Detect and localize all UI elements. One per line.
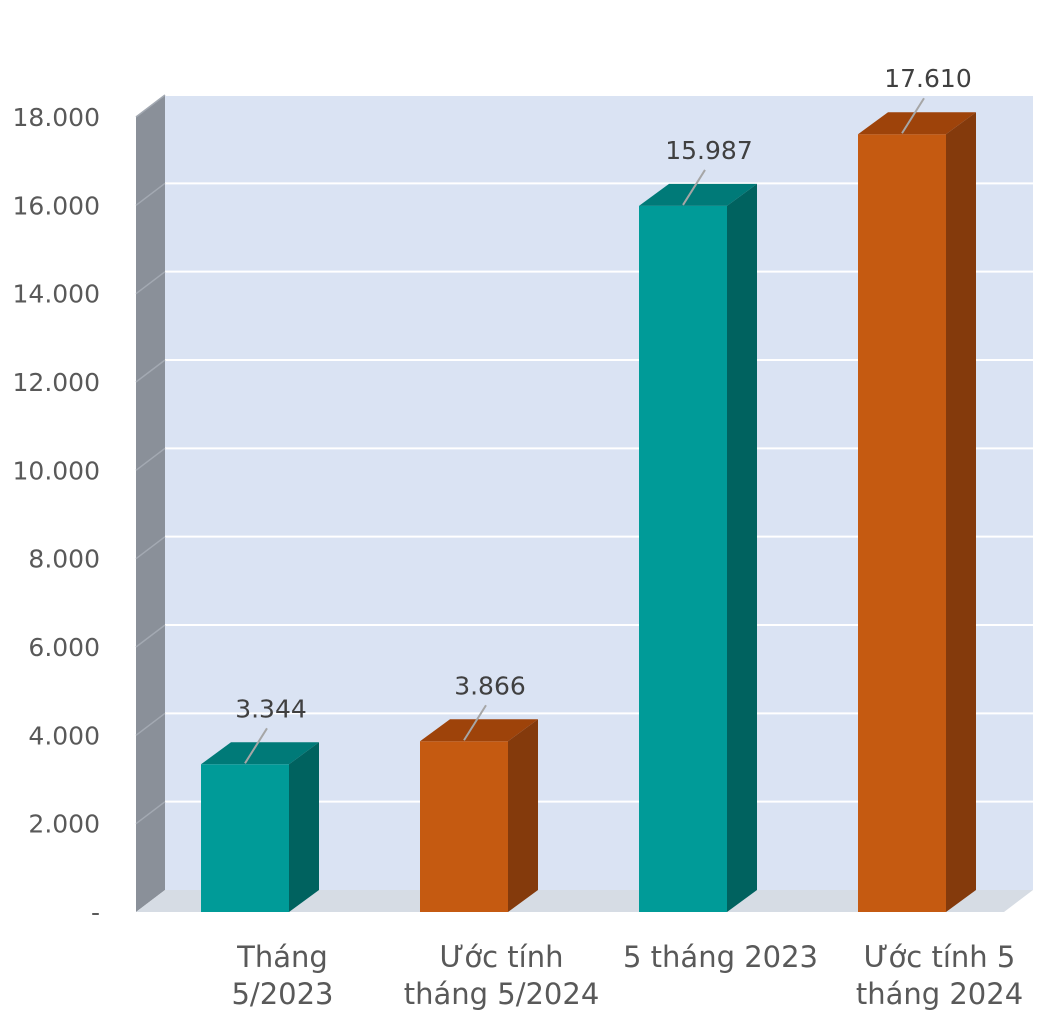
category-label: Ước tính 5 tháng 2024 (856, 940, 1023, 1011)
y-tick-label: 8.000 (28, 545, 100, 574)
category-label-line: tháng 2024 (856, 977, 1023, 1011)
gridline-side (135, 182, 166, 206)
bar-top (420, 719, 538, 742)
gridline-side (135, 536, 166, 560)
category-label-line: 5 tháng 2023 (623, 940, 818, 974)
gridline-side (135, 359, 166, 383)
y-tick-label: 6.000 (28, 633, 100, 662)
y-tick-label: 14.000 (13, 280, 100, 309)
side-wall (136, 95, 165, 912)
leader-lines (244, 97, 925, 764)
bar-front (420, 741, 508, 912)
bar-front (858, 134, 946, 913)
data-label: 3.344 (235, 694, 307, 723)
data-label: 17.610 (884, 64, 971, 93)
y-tick-label: 2.000 (28, 810, 100, 839)
data-label: 3.866 (454, 671, 526, 700)
gridline-side (135, 94, 166, 118)
bar (858, 112, 976, 913)
gridline-side (135, 624, 166, 648)
bar-side (289, 742, 319, 912)
gridline-side (135, 447, 166, 471)
category-label-line: Tháng (236, 940, 328, 974)
leader-line (244, 727, 268, 764)
bar-side (946, 112, 976, 913)
bar (639, 183, 757, 913)
category-label-line: Ước tính 5 (864, 940, 1016, 974)
chart-floor (136, 890, 1033, 912)
bar (420, 719, 538, 912)
y-tick-label: 16.000 (13, 191, 100, 220)
category-label-line: tháng 5/2024 (404, 977, 600, 1011)
bar-top (639, 183, 757, 206)
category-label-line: 5/2023 (231, 977, 333, 1011)
bar-front (201, 764, 289, 912)
bar-front (639, 205, 727, 913)
bar-side (508, 719, 538, 912)
bar-side (727, 183, 757, 913)
y-axis-ticks: - 2.000 4.000 6.000 8.000 10.000 12.000 14.000 1… (13, 103, 100, 927)
data-labels: 3.344 3.866 15.987 17.610 (235, 64, 972, 723)
leader-line (682, 169, 706, 206)
bars (201, 112, 976, 913)
bar-top (201, 742, 319, 765)
leader-line (463, 704, 487, 741)
data-label: 15.987 (665, 136, 752, 165)
y-tick-label: 10.000 (13, 456, 100, 485)
category-label-line: Ước tính (440, 940, 564, 974)
y-tick-label: 12.000 (13, 368, 100, 397)
gridline-side (135, 271, 166, 295)
category-label: 5 tháng 2023 (623, 940, 818, 974)
category-label: Tháng 5/2023 (231, 940, 333, 1011)
bar (201, 742, 319, 912)
leader-line (901, 97, 925, 134)
y-tick-label: 18.000 (13, 103, 100, 132)
y-tick-label: 4.000 (28, 721, 100, 750)
bar-top (858, 112, 976, 135)
category-label: Ước tính tháng 5/2024 (404, 940, 600, 1011)
gridline-side (135, 801, 166, 825)
gridline-side (135, 712, 166, 736)
category-labels: Tháng 5/2023 Ước tính tháng 5/2024 5 tháng 2… (231, 940, 1023, 1011)
y-tick-label: - (91, 898, 100, 927)
